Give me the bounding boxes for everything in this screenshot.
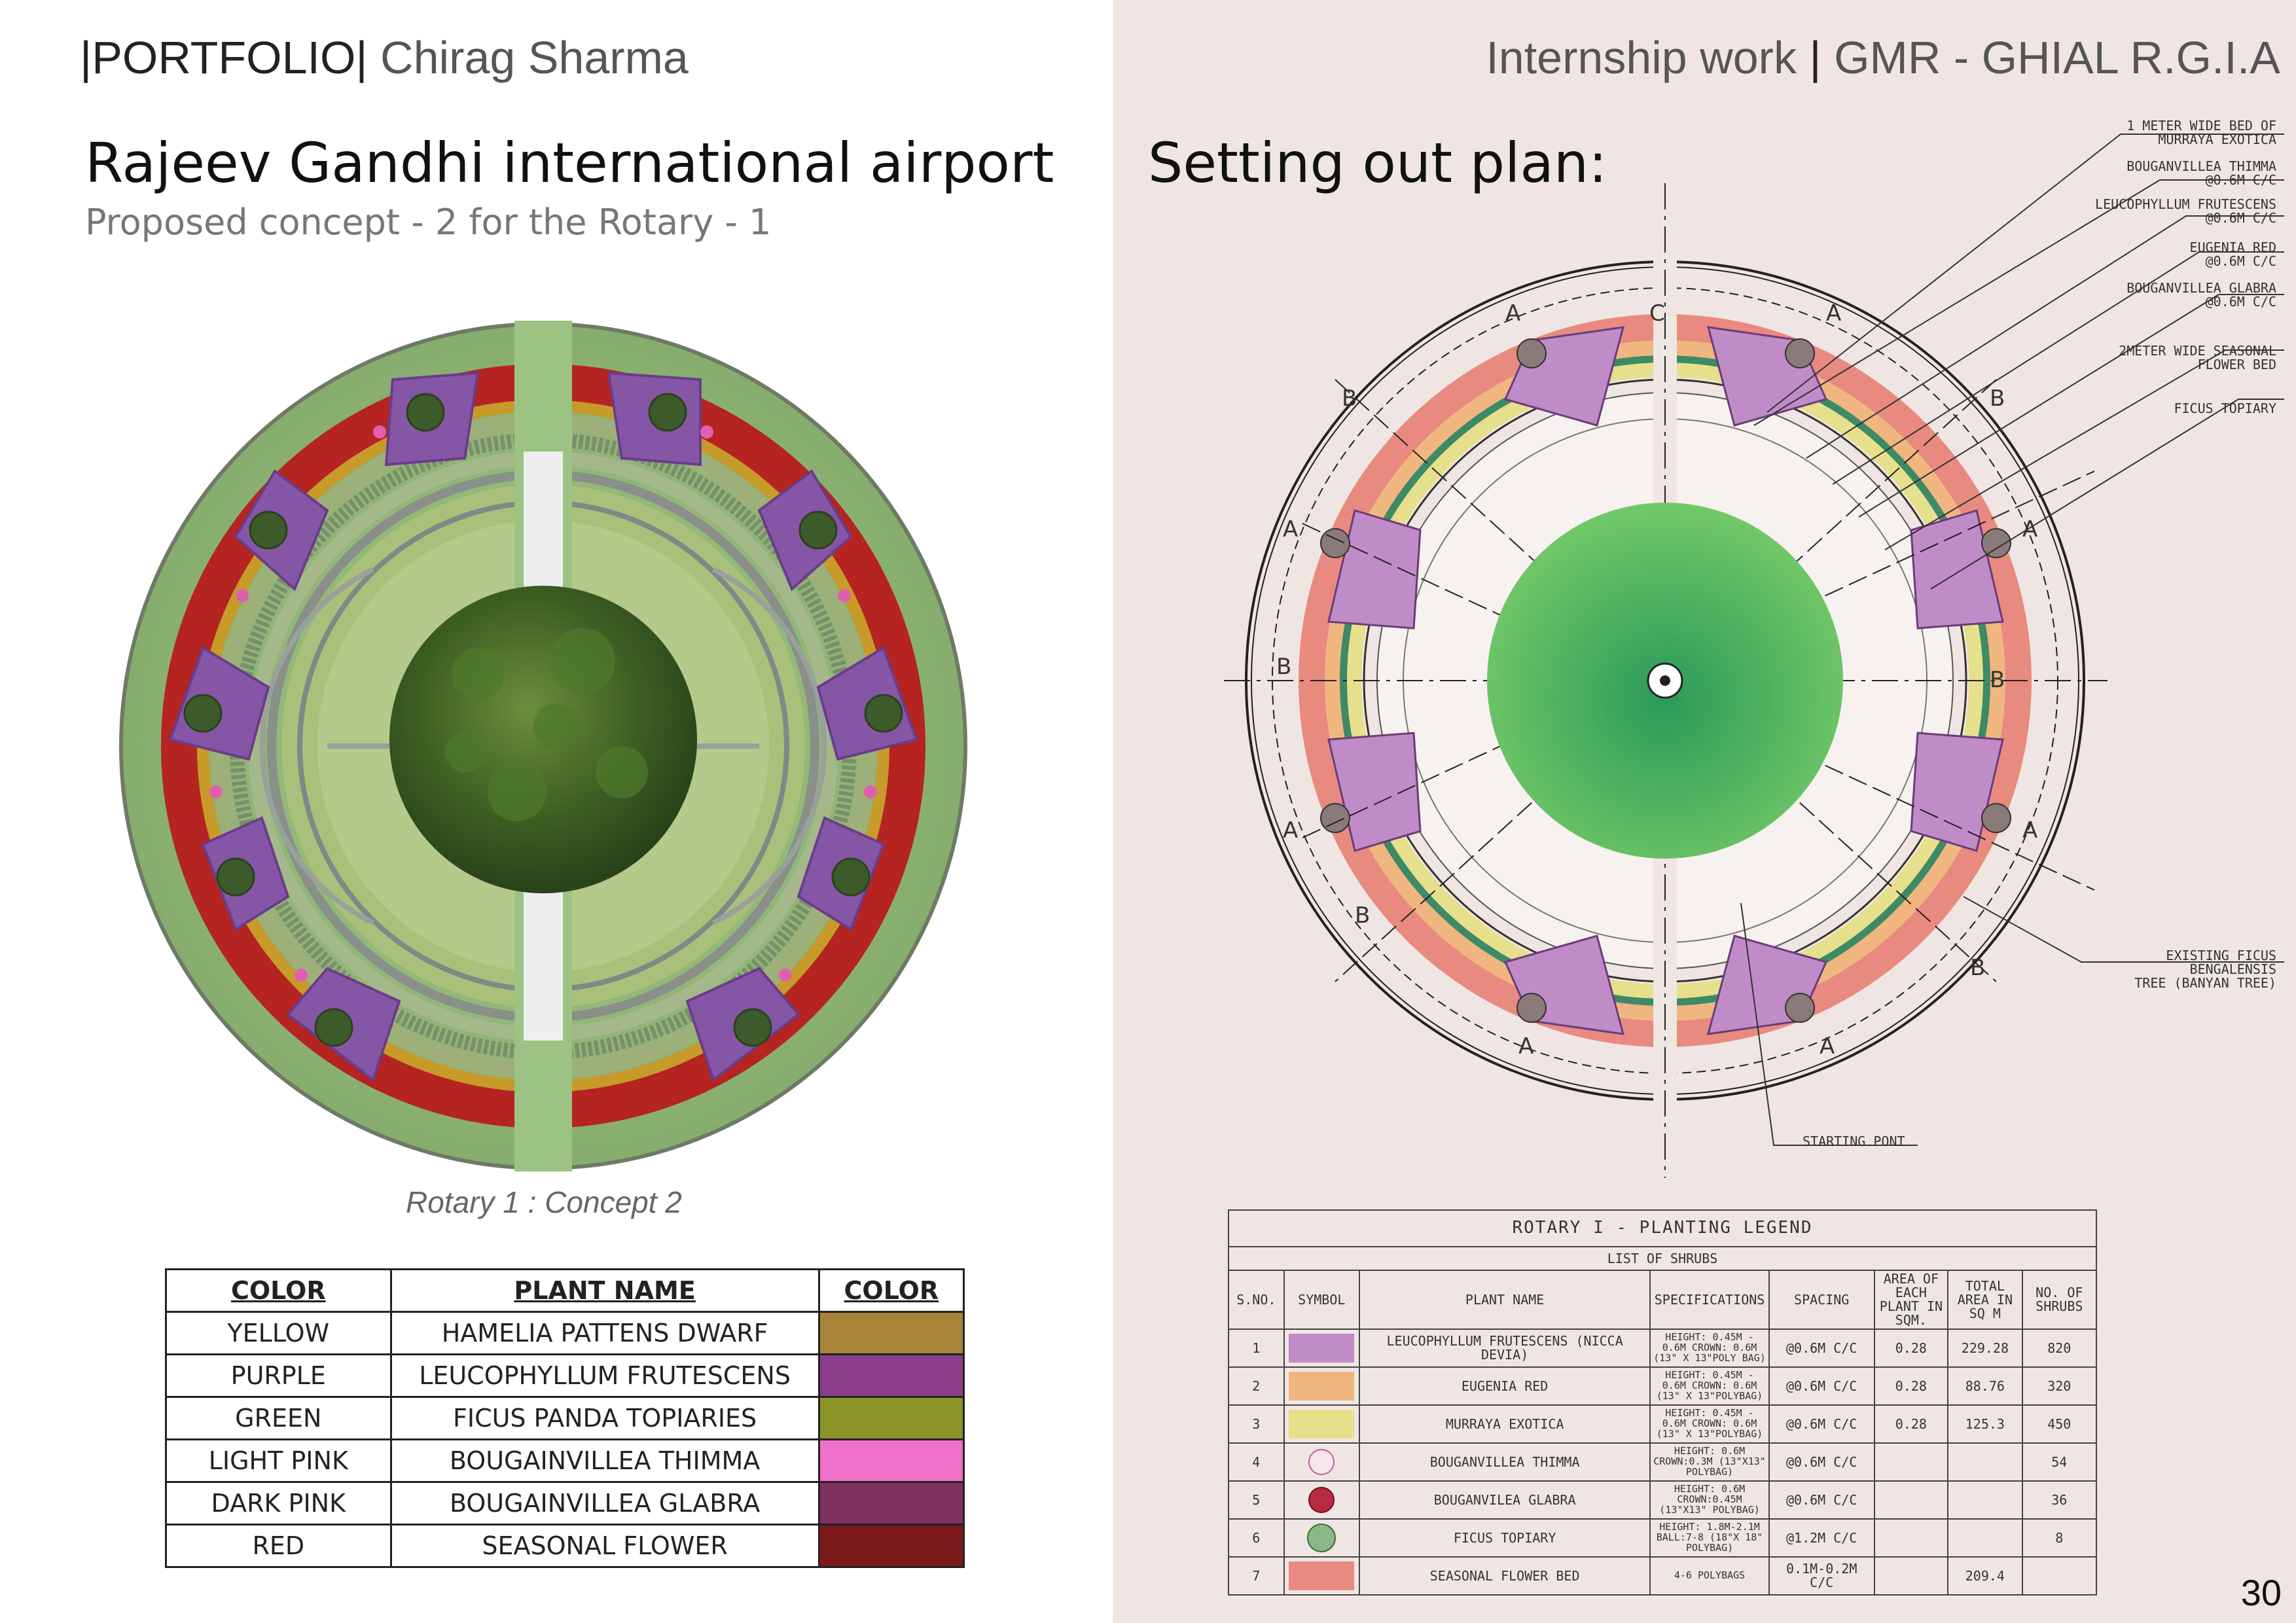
- color-table: COLOR PLANT NAME COLOR YELLOW HAMELIA PA…: [165, 1268, 965, 1568]
- legend-title: ROTARY I - PLANTING LEGEND: [1228, 1209, 2097, 1247]
- plan-label-b2: B: [1970, 955, 1985, 981]
- callout-seasonal: 2METER WIDE SEASONAL FLOWER BED: [2119, 343, 2276, 372]
- plant-name: FICUS PANDA TOPIARIES: [389, 1396, 820, 1440]
- plan-label-b6: B: [1355, 902, 1370, 929]
- legend-col-sno: S.NO.: [1228, 1270, 1285, 1330]
- legend-col-count: NO. OF SHRUBS: [2021, 1270, 2098, 1330]
- callout-thimma: BOUGANVILLEA THIMMA @0.6M C/C: [2126, 158, 2276, 188]
- legend-col-plant: PLANT NAME: [1358, 1270, 1651, 1330]
- callout-murraya: 1 METER WIDE BED OF MURRAYA EXOTICA: [2126, 118, 2276, 147]
- concept-render: [119, 321, 967, 1171]
- plan-label-a3: A: [2022, 516, 2037, 543]
- callout-ficus: FICUS TOPIARY: [2174, 401, 2276, 416]
- color-name: YELLOW: [165, 1311, 392, 1355]
- table-row: LIGHT PINK BOUGAINVILLEA THIMMA: [165, 1438, 965, 1483]
- internship-label: Internship work: [1486, 32, 1797, 83]
- color-swatch: [817, 1438, 965, 1483]
- plan-label-b4: B: [1276, 654, 1291, 680]
- plan-label-a2: A: [1826, 300, 1841, 327]
- left-page: |PORTFOLIO| Chirag Sharma Rajeev Gandhi …: [0, 0, 1113, 1623]
- murraya-swatch-icon: [1289, 1410, 1355, 1438]
- color-swatch: [817, 1311, 965, 1355]
- table-row: 3 MURRAYA EXOTICA HEIGHT: 0.45M - 0.6M C…: [1228, 1404, 2098, 1444]
- plan-title: Setting out plan:: [1148, 131, 1607, 195]
- plan-label-a8: A: [1820, 1033, 1835, 1060]
- table-row: 7 SEASONAL FLOWER BED 4-6 POLYBAGS 0.1M-…: [1228, 1556, 2098, 1596]
- plant-name: BOUGAINVILLEA THIMMA: [389, 1438, 820, 1483]
- table-row: RED SEASONAL FLOWER: [165, 1524, 965, 1568]
- page-title: Rajeev Gandhi international airport: [85, 131, 1054, 195]
- leucophyllum-swatch-icon: [1289, 1334, 1355, 1363]
- thimma-circle-icon: [1308, 1449, 1335, 1475]
- eugenia-swatch-icon: [1289, 1372, 1355, 1400]
- table-row: DARK PINK BOUGAINVILLEA GLABRA: [165, 1481, 965, 1525]
- col-header-swatch: COLOR: [817, 1268, 965, 1313]
- plan-label-b1: B: [1990, 667, 2005, 693]
- col-header-color: COLOR: [165, 1268, 392, 1313]
- planting-legend: ROTARY I - PLANTING LEGEND LIST OF SHRUB…: [1228, 1209, 2098, 1596]
- table-row: 1 LEUCOPHYLLUM FRUTESCENS (NICCA DEVIA) …: [1228, 1329, 2098, 1368]
- legend-col-area: AREA OF EACH PLANT IN SQM.: [1873, 1270, 1949, 1330]
- plan-label-a4: A: [2022, 817, 2037, 844]
- col-header-plant: PLANT NAME: [389, 1268, 820, 1313]
- callout-leaders: [1740, 134, 2284, 1146]
- callout-eugenia: EUGENIA RED @0.6M C/C: [2189, 240, 2276, 269]
- callout-starting-point: STARTING PONT: [1803, 1133, 1905, 1149]
- plan-label-b3: B: [1990, 385, 2005, 412]
- seasonal-swatch-icon: [1289, 1561, 1355, 1590]
- callout-glabra: BOUGANVILLEA GLABRA @0.6M C/C: [2126, 280, 2276, 310]
- pink-bougainvillea: [209, 425, 877, 982]
- table-row: YELLOW HAMELIA PATTENS DWARF: [165, 1311, 965, 1355]
- legend-col-spacing: SPACING: [1768, 1270, 1875, 1330]
- callout-banyan: EXISTING FICUS BENGALENSIS TREE (BANYAN TR…: [2134, 948, 2276, 991]
- color-swatch: [817, 1353, 965, 1398]
- legend-header: S.NO. SYMBOL PLANT NAME SPECIFICATIONS S…: [1228, 1270, 2098, 1330]
- legend-col-spec: SPECIFICATIONS: [1649, 1270, 1770, 1330]
- color-swatch: [817, 1396, 965, 1440]
- plan-label-c1: C: [1649, 300, 1665, 327]
- page-subtitle: Proposed concept - 2 for the Rotary - 1: [85, 202, 772, 243]
- plan-label-a6: A: [1283, 817, 1298, 844]
- table-row: GREEN FICUS PANDA TOPIARIES: [165, 1396, 965, 1440]
- plant-name: SEASONAL FLOWER: [389, 1524, 820, 1568]
- organization-name: GMR - GHIAL R.G.I.A: [1834, 32, 2280, 83]
- legend-subtitle: LIST OF SHRUBS: [1228, 1246, 2097, 1271]
- plant-name: LEUCOPHYLLUM FRUTESCENS: [389, 1353, 820, 1398]
- color-table-header: COLOR PLANT NAME COLOR: [165, 1268, 965, 1313]
- legend-col-total: TOTAL AREA IN SQ M: [1947, 1270, 2023, 1330]
- setting-out-plan: A A C A A B B B A A B B B A A: [1224, 134, 2284, 1178]
- plant-name: HAMELIA PATTENS DWARF: [389, 1311, 820, 1355]
- color-name: LIGHT PINK: [165, 1438, 392, 1483]
- plan-ficus-symbols: [1320, 338, 2011, 1023]
- plan-label-a1: A: [1505, 300, 1520, 327]
- plan-label-b5: B: [1342, 385, 1357, 412]
- plan-label-a7: A: [1518, 1033, 1534, 1060]
- ficus-topiaries: [183, 393, 903, 1047]
- right-page: Internship work | GMR - GHIAL R.G.I.A Se…: [1113, 0, 2296, 1623]
- portfolio-label: PORTFOLIO: [92, 32, 356, 83]
- ficus-circle-icon: [1307, 1524, 1336, 1552]
- plant-name: BOUGAINVILLEA GLABRA: [389, 1481, 820, 1525]
- table-row: 4 BOUGANVILLEA THIMMA HEIGHT: 0.6M CROWN…: [1228, 1442, 2098, 1482]
- render-caption: Rotary 1 : Concept 2: [406, 1185, 682, 1219]
- plan-label-a5: A: [1283, 516, 1298, 543]
- internship-header: Internship work | GMR - GHIAL R.G.I.A: [1486, 32, 2280, 83]
- color-name: PURPLE: [165, 1353, 392, 1398]
- portfolio-header: |PORTFOLIO| Chirag Sharma: [80, 32, 689, 83]
- table-row: PURPLE LEUCOPHYLLUM FRUTESCENS: [165, 1353, 965, 1398]
- callout-leucophyllum: LEUCOPHYLLUM FRUTESCENS @0.6M C/C: [2095, 196, 2276, 226]
- legend-col-symbol: SYMBOL: [1283, 1270, 1360, 1330]
- color-name: GREEN: [165, 1396, 392, 1440]
- color-name: DARK PINK: [165, 1481, 392, 1525]
- glabra-circle-icon: [1308, 1487, 1335, 1513]
- color-swatch: [817, 1481, 965, 1525]
- table-row: 2 EUGENIA RED HEIGHT: 0.45M - 0.6M CROWN…: [1228, 1366, 2098, 1406]
- table-row: 6 FICUS TOPIARY HEIGHT: 1.8M-2.1M BALL:7…: [1228, 1518, 2098, 1558]
- table-row: 5 BOUGANVILEA GLABRA HEIGHT: 0.6M CROWN:…: [1228, 1480, 2098, 1520]
- color-swatch: [817, 1524, 965, 1568]
- author-name: Chirag Sharma: [380, 32, 689, 83]
- color-name: RED: [165, 1524, 392, 1568]
- page-number: 30: [2240, 1572, 2282, 1613]
